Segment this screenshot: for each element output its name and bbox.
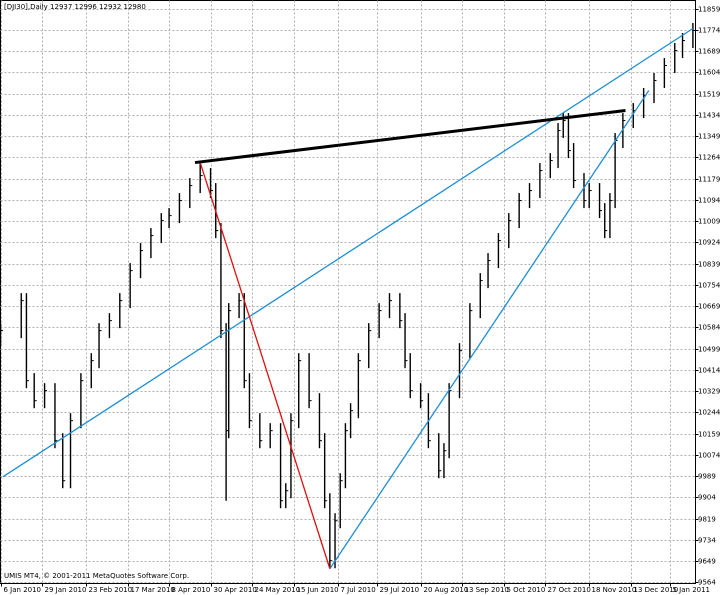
- trendline: [194, 109, 626, 165]
- x-tick-label: 24 May 2010: [255, 586, 301, 594]
- y-tick-label: 11264: [698, 154, 720, 162]
- x-tick-label: 7 Jul 2010: [341, 586, 376, 594]
- x-tick-label: 29 Jul 2010: [380, 586, 420, 594]
- y-tick-label: 9649: [698, 558, 716, 566]
- x-tick-label: 13 Sep 2010: [465, 586, 509, 594]
- y-tick-label: 9819: [698, 516, 716, 524]
- y-tick-label: 11519: [698, 91, 720, 99]
- copyright: UMIS MT4, © 2001-2011 MetaQuotes Softwar…: [4, 572, 189, 580]
- y-tick-label: 10584: [698, 324, 720, 332]
- x-tick-label: 13 Dec 2010: [634, 586, 679, 594]
- x-tick-label: 15 Jun 2010: [297, 586, 339, 594]
- y-tick-label: 11434: [698, 112, 720, 120]
- y-tick-label: 10754: [698, 282, 720, 290]
- x-tick-label: 20 Aug 2010: [424, 586, 469, 594]
- trendline: [329, 90, 650, 570]
- y-tick-label: 10924: [698, 239, 720, 247]
- trendlines: [2, 27, 694, 570]
- x-tick-label: 8 Apr 2010: [172, 586, 211, 594]
- grid: [0, 0, 696, 584]
- y-tick-label: 9904: [698, 494, 716, 502]
- y-tick-label: 11774: [698, 27, 720, 35]
- y-tick-label: 10159: [698, 431, 720, 439]
- y-tick-label: 9734: [698, 537, 716, 545]
- x-tick-label: 29 Jan 2010: [45, 586, 87, 594]
- y-tick-label: 11689: [698, 48, 720, 56]
- x-tick-label: 30 Apr 2010: [214, 586, 257, 594]
- trendline: [199, 162, 331, 569]
- x-tick-label: 27 Oct 2010: [548, 586, 591, 594]
- y-tick-label: 11179: [698, 176, 720, 184]
- x-tick-label: 18 Nov 2010: [592, 586, 637, 594]
- y-tick-label: 10839: [698, 261, 720, 269]
- y-tick-label: 11349: [698, 133, 720, 141]
- y-tick-label: 10074: [698, 452, 720, 460]
- y-tick-label: 10499: [698, 346, 720, 354]
- y-tick-label: 9564: [698, 579, 716, 587]
- plot-frame: [0, 0, 696, 584]
- x-tick-label: 6 Jan 2010: [4, 586, 42, 594]
- y-tick-label: 10414: [698, 367, 720, 375]
- y-tick-label: 10244: [698, 409, 720, 417]
- y-tick-label: 9989: [698, 473, 716, 481]
- y-tick-label: 11094: [698, 197, 720, 205]
- x-tick-label: 23 Feb 2010: [89, 586, 133, 594]
- chart-header: [DJI30],Daily 12937 12996 12932 12980: [4, 3, 146, 11]
- y-tick-label: 10329: [698, 388, 720, 396]
- y-tick-label: 11009: [698, 218, 720, 226]
- trendline: [2, 27, 694, 478]
- y-tick-label: 11859: [698, 6, 720, 14]
- x-tick-label: 17 Mar 2010: [131, 586, 175, 594]
- axes: 9564 9649 9734 9819 9904 9989 10074 10159 10244 1…: [1, 6, 720, 594]
- y-tick-label: 10669: [698, 303, 720, 311]
- x-tick-label: 5 Oct 2010: [507, 586, 546, 594]
- x-tick-label: 5 Jan 2011: [673, 586, 711, 594]
- y-tick-label: 11604: [698, 69, 720, 77]
